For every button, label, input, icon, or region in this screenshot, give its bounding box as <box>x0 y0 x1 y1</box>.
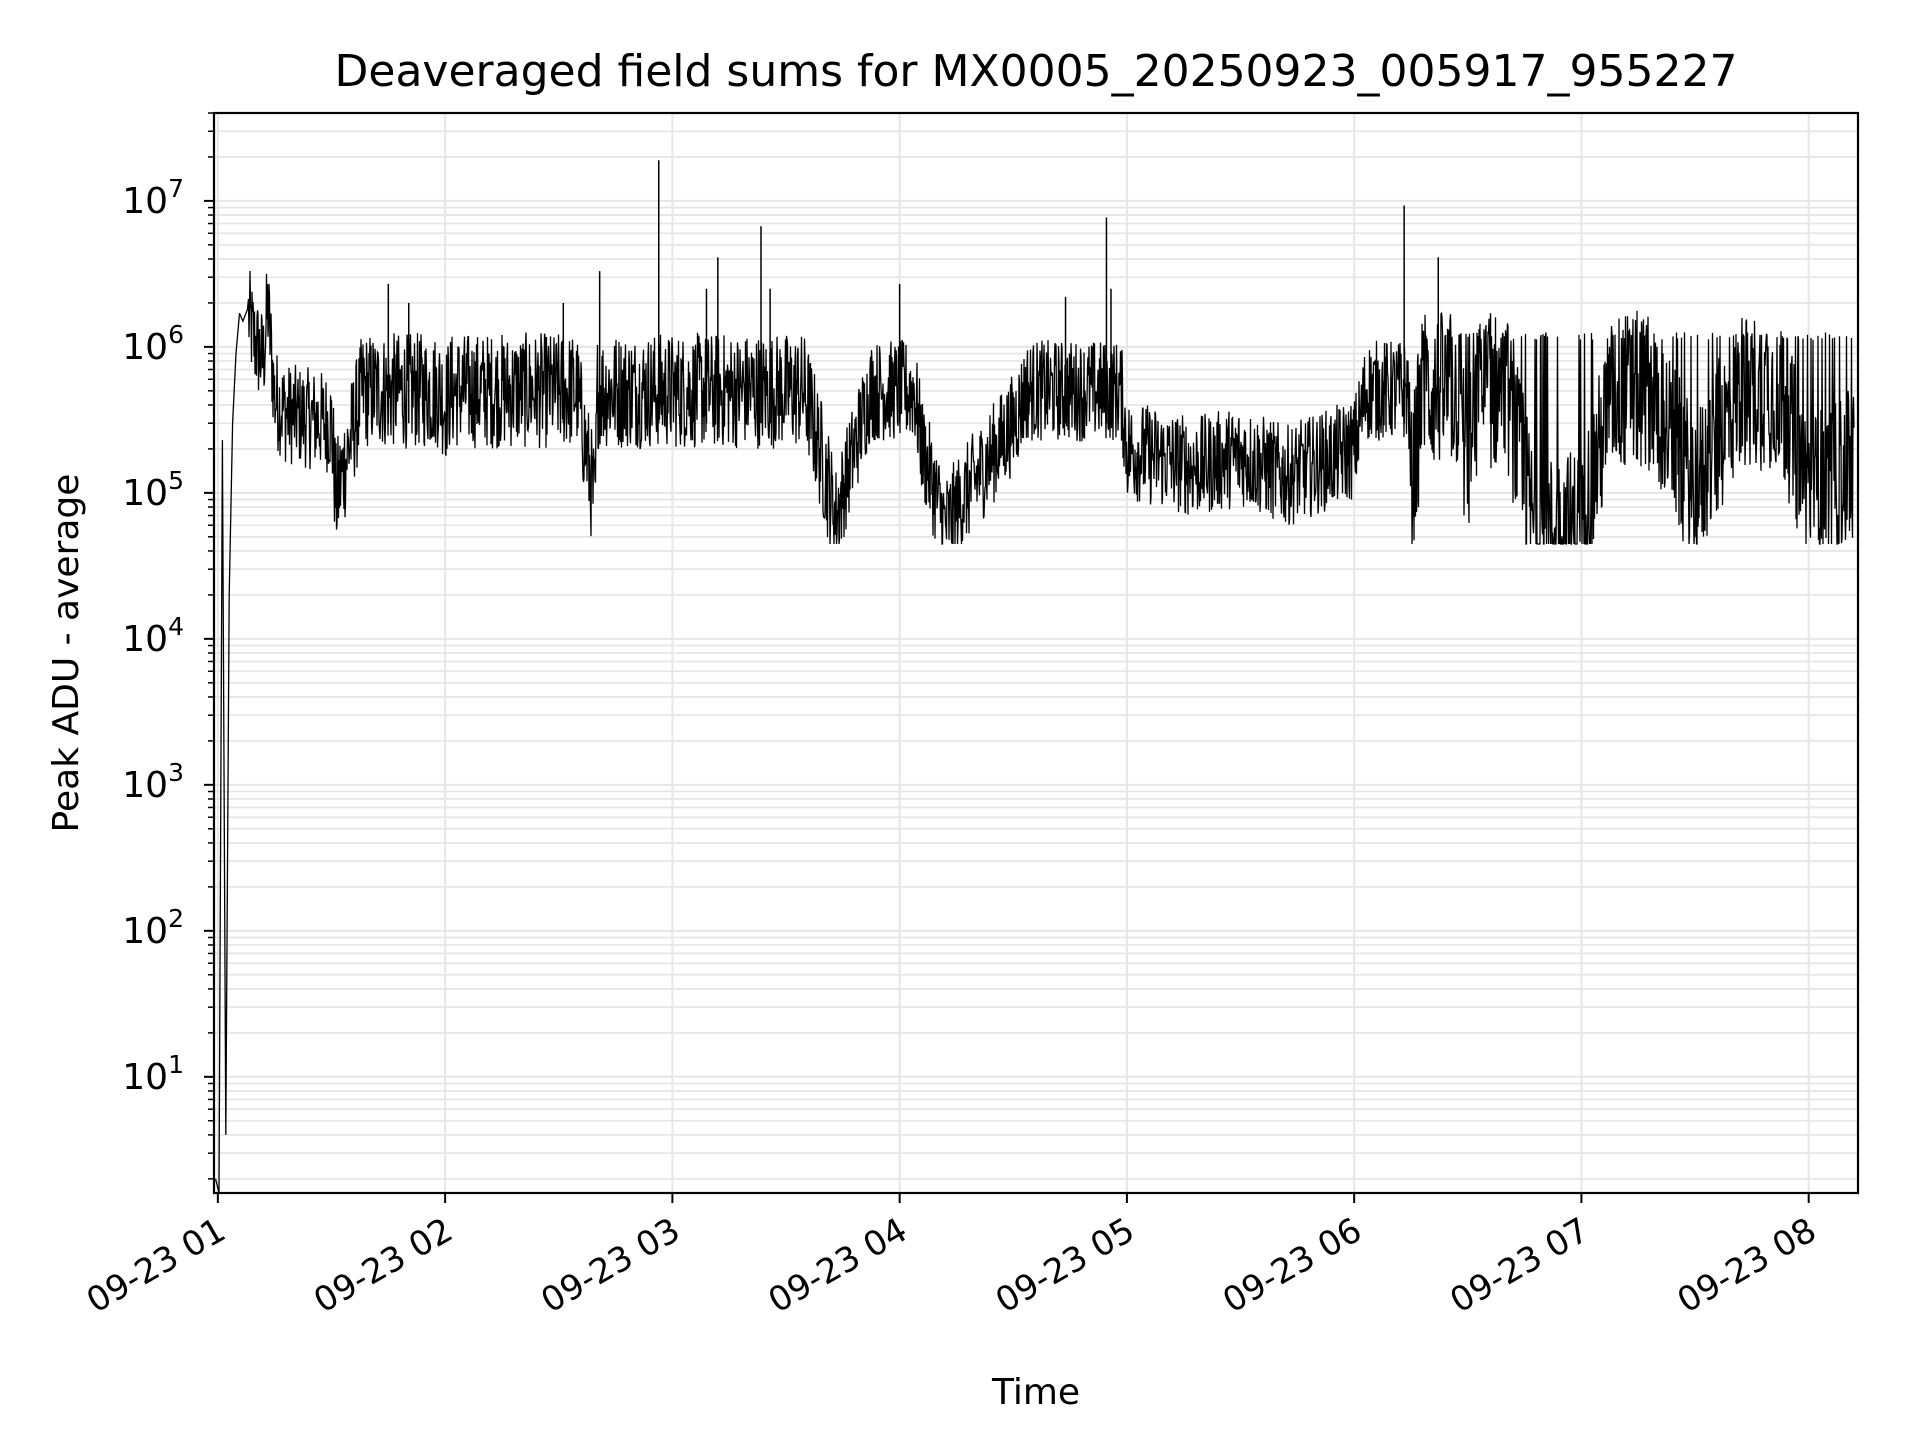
y-tick-label: 103 <box>122 758 184 806</box>
y-tick-label: 104 <box>122 612 184 660</box>
y-tick-label: 101 <box>122 1050 184 1098</box>
y-tick-label: 102 <box>122 904 184 952</box>
y-tick-label: 107 <box>122 174 184 222</box>
series-line <box>214 270 1855 1194</box>
y-tick-label: 106 <box>122 320 184 368</box>
series-layer <box>214 160 1855 1194</box>
x-axis-label: Time <box>991 1372 1080 1413</box>
chart-title: Deaveraged field sums for MX0005_2025092… <box>335 46 1738 97</box>
y-tick-label: 105 <box>122 466 184 514</box>
y-axis-label: Peak ADU - average <box>46 474 87 833</box>
